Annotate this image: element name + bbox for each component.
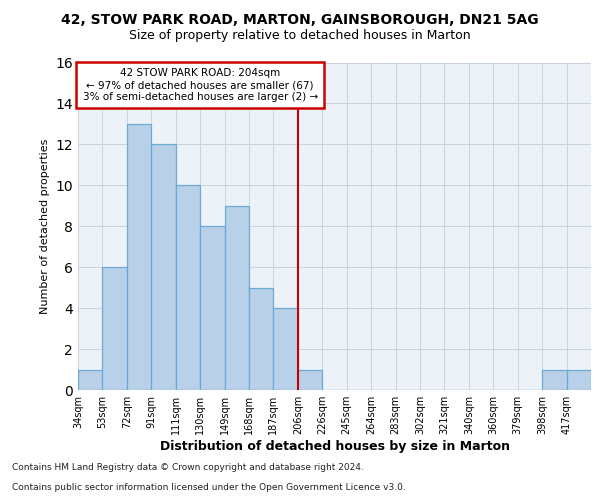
Bar: [103, 267, 127, 390]
Bar: [298, 370, 322, 390]
Bar: [542, 370, 566, 390]
Text: 42 STOW PARK ROAD: 204sqm
← 97% of detached houses are smaller (67)
3% of semi-d: 42 STOW PARK ROAD: 204sqm ← 97% of detac…: [83, 68, 318, 102]
Text: Contains public sector information licensed under the Open Government Licence v3: Contains public sector information licen…: [12, 484, 406, 492]
Bar: [224, 206, 249, 390]
Bar: [200, 226, 224, 390]
Bar: [274, 308, 298, 390]
Y-axis label: Number of detached properties: Number of detached properties: [40, 138, 50, 314]
Bar: [78, 370, 103, 390]
Bar: [249, 288, 274, 390]
Bar: [566, 370, 591, 390]
Bar: [151, 144, 176, 390]
Bar: [176, 186, 200, 390]
Text: 42, STOW PARK ROAD, MARTON, GAINSBOROUGH, DN21 5AG: 42, STOW PARK ROAD, MARTON, GAINSBOROUGH…: [61, 12, 539, 26]
Text: Contains HM Land Registry data © Crown copyright and database right 2024.: Contains HM Land Registry data © Crown c…: [12, 464, 364, 472]
Bar: [127, 124, 151, 390]
Text: Size of property relative to detached houses in Marton: Size of property relative to detached ho…: [129, 29, 471, 42]
X-axis label: Distribution of detached houses by size in Marton: Distribution of detached houses by size …: [160, 440, 509, 453]
